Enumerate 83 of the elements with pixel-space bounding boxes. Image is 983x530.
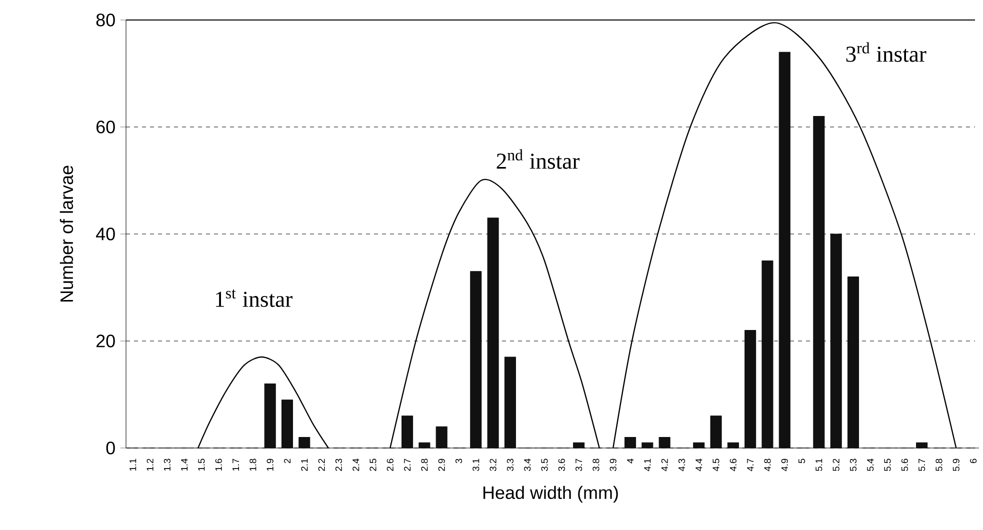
x-tick-label: 5.2	[832, 458, 840, 471]
x-tick-label: 5.4	[867, 458, 874, 471]
bar	[658, 437, 670, 448]
annotation: 1$^{st}$ instar	[216, 289, 292, 307]
bar	[847, 276, 859, 448]
x-tick-label: 1.3	[164, 458, 170, 471]
x-tick-label: 5.6	[901, 458, 908, 471]
x-tick-label: 1.1	[130, 458, 136, 471]
bar	[436, 426, 448, 448]
x-tick-label: 5.8	[936, 458, 942, 471]
bar	[470, 271, 482, 448]
x-tick-label: 2.5	[370, 458, 376, 471]
x-tick-label: 3.1	[472, 458, 480, 472]
x-tick-label: 4.4	[696, 458, 702, 472]
x-tick-label: 6	[970, 458, 977, 464]
x-tick-label: 4	[627, 458, 634, 464]
x-tick-label: 3.6	[558, 458, 565, 472]
x-tick-label: 1.2	[146, 458, 154, 471]
y-tick-label: 60	[96, 120, 115, 134]
bar	[830, 234, 842, 448]
bar	[624, 437, 636, 448]
x-tick-label: 1.9	[266, 458, 274, 471]
bar	[487, 218, 499, 448]
x-tick-label: 4.8	[764, 458, 771, 472]
x-tick-label: 4.6	[730, 458, 736, 472]
x-tick-label: 2.9	[438, 458, 445, 471]
x-tick-label: 2.2	[318, 458, 325, 471]
x-tick-label: 1.4	[181, 458, 188, 471]
x-tick-label: 2.8	[421, 458, 428, 471]
x-tick-label: 3.4	[524, 458, 531, 472]
bar	[281, 400, 293, 448]
x-tick-label: 4.3	[678, 458, 686, 472]
bar	[642, 442, 654, 448]
bar	[916, 442, 928, 448]
x-tick-label: 4.1	[644, 458, 651, 472]
x-tick-label: 1.5	[198, 458, 205, 471]
x-tick-label: 2.3	[335, 458, 342, 471]
x-tick-label: 5.1	[816, 458, 822, 471]
bar	[418, 442, 430, 448]
x-tick-label: 1.8	[250, 458, 256, 471]
x-tick-label: 3.7	[576, 458, 582, 472]
x-tick-label: 2.1	[301, 458, 308, 471]
x-tick-label: 3.8	[592, 458, 600, 472]
bar	[813, 116, 825, 448]
bar	[762, 260, 774, 448]
x-tick-label: 5	[798, 458, 806, 464]
bar	[778, 52, 790, 448]
x-tick-label: 3	[455, 458, 462, 464]
y-tick-label: 20	[96, 334, 115, 348]
y-tick-label: 0	[106, 442, 115, 454]
x-tick-label: 5.5	[884, 458, 891, 471]
x-axis-title: Head width (mm)	[483, 486, 618, 503]
x-tick-label: 5.7	[918, 458, 926, 471]
annotation: 3$^{rd}$ instar	[846, 42, 926, 62]
bar	[693, 442, 705, 448]
x-tick-label: 3.5	[541, 458, 548, 472]
annotation: 2$^{nd}$ instar	[496, 149, 580, 169]
bar	[504, 356, 516, 448]
y-tick-label: 80	[96, 14, 115, 26]
x-tick-label: 2	[284, 458, 290, 464]
x-tick-label: 2.7	[404, 458, 411, 471]
x-tick-label: 4.5	[712, 458, 720, 472]
x-tick-label: 3.3	[506, 458, 514, 472]
bar	[298, 437, 310, 448]
x-tick-label: 1.6	[215, 458, 222, 471]
x-tick-label: 5.9	[952, 458, 960, 471]
x-tick-label: 4.2	[661, 458, 668, 472]
bar	[402, 416, 414, 448]
x-tick-label: 5.3	[850, 458, 857, 471]
x-tick-label: 3.2	[490, 458, 496, 472]
bar	[727, 442, 739, 448]
x-tick-label: 2.4	[352, 458, 360, 471]
y-axis-title: Number of larvae	[60, 166, 74, 302]
x-tick-label: 4.9	[781, 458, 788, 472]
bar	[710, 416, 722, 448]
x-tick-label: 1.7	[232, 458, 239, 471]
bar	[264, 384, 276, 448]
y-tick-label: 40	[96, 228, 115, 240]
bar	[573, 442, 585, 448]
x-tick-label: 2.6	[386, 458, 394, 471]
x-tick-label: 4.7	[747, 458, 754, 472]
x-tick-label: 3.9	[610, 458, 616, 472]
bar	[744, 330, 756, 448]
